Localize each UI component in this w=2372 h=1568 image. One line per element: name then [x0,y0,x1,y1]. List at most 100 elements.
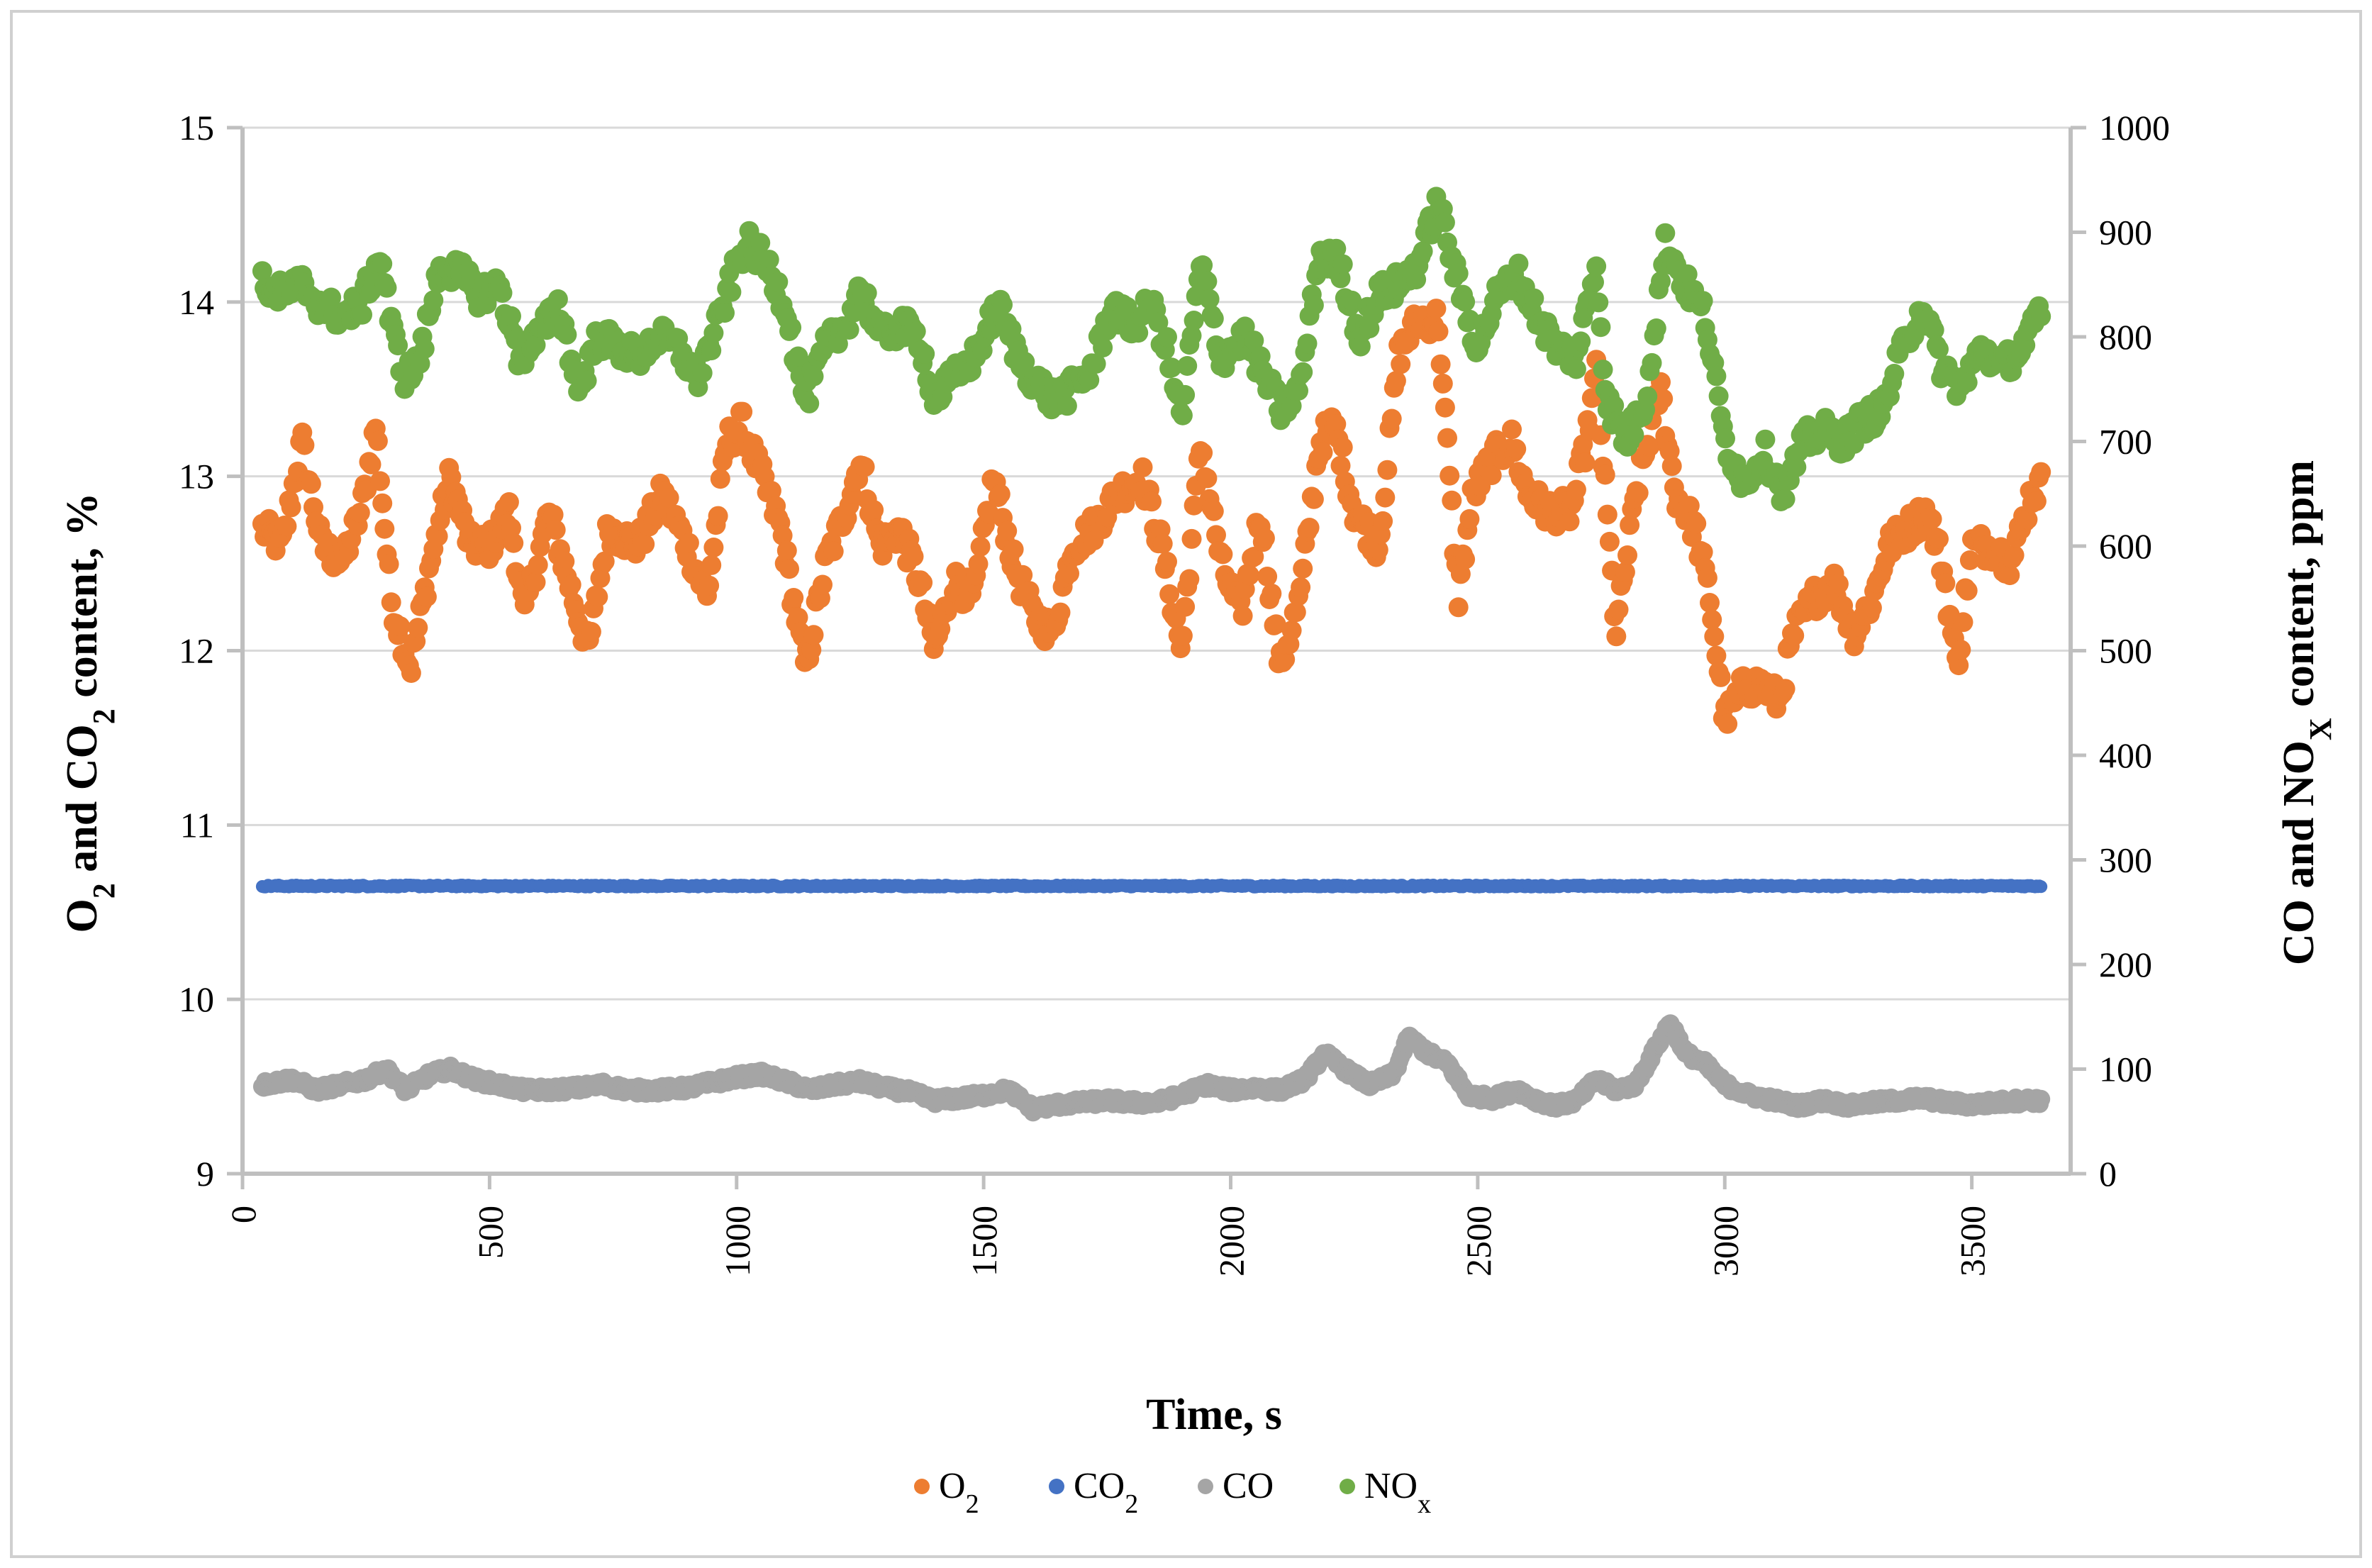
data-point-o2 [784,588,804,608]
data-point-o2 [1003,539,1024,560]
y-right-tick-label: 700 [2099,422,2152,462]
data-point-nox [1293,362,1313,382]
data-point-nox [1571,331,1591,352]
x-tick-label: 3000 [1705,1206,1745,1277]
x-tick-label: 3500 [1953,1206,1993,1277]
data-point-o2 [361,454,382,474]
data-point-o2 [1381,408,1402,429]
data-point-nox [839,320,859,340]
y-left-tick-label: 9 [196,1154,214,1194]
data-point-nox [1706,366,1727,387]
data-point-o2 [1184,495,1204,516]
data-point-o2 [561,574,581,595]
data-point-o2 [1206,525,1226,545]
data-point-nox [423,290,444,311]
data-point-o2 [1608,599,1629,620]
data-point-o2 [1232,606,1253,626]
data-point-o2 [1710,667,1731,687]
data-point-o2 [501,518,521,538]
y-right-tick-label: 900 [2099,213,2152,252]
data-point-o2 [761,481,781,501]
data-point-o2 [1506,439,1527,459]
data-point-nox [1586,256,1607,277]
data-point-o2 [594,551,615,572]
data-point-o2 [710,469,730,489]
data-point-o2 [1244,547,1264,567]
y-right-tick-label: 400 [2099,735,2152,775]
data-point-nox [1413,241,1433,262]
data-point-nox [577,370,597,391]
x-tick-label: 0 [223,1206,263,1223]
data-point-o2 [1391,354,1411,374]
data-point-o2 [525,572,546,592]
data-point-o2 [1828,574,1849,594]
data-point-o2 [701,555,722,575]
data-point-o2 [1426,299,1447,319]
data-point-o2 [903,546,924,567]
data-point-o2 [779,559,799,579]
data-point-o2 [1459,508,1480,529]
data-point-o2 [854,457,875,477]
data-point-nox [701,340,722,361]
data-point-o2 [970,536,991,557]
data-point-o2 [1784,625,1805,646]
data-point-o2 [1599,531,1620,552]
data-point-nox [1448,263,1469,284]
legend-marker [1198,1479,1213,1494]
data-point-o2 [503,533,524,553]
data-point-nox [1588,292,1609,313]
legend-label: CO [1223,1466,1274,1506]
data-point-o2 [367,430,388,451]
data-point-o2 [2017,509,2038,530]
data-point-o2 [679,533,699,553]
data-point-nox [1593,360,1613,380]
data-point-o2 [803,625,824,645]
data-point-nox [547,289,568,309]
data-point-o2 [1929,528,1949,549]
data-point-o2 [350,502,370,523]
data-point-nox [1708,386,1729,406]
data-point-o2 [1661,456,1682,477]
data-point-nox [1057,396,1077,416]
data-point-nox [1197,271,1218,291]
data-point-o2 [1575,452,1596,473]
axes [227,126,2086,1189]
data-point-o2 [1679,496,1700,516]
data-point-nox [799,393,820,413]
data-point-nox [2031,306,2051,327]
data-point-o2 [1254,528,1275,548]
data-point-o2 [528,555,548,575]
data-point-o2 [1559,511,1580,532]
data-point-nox [1524,288,1544,308]
data-point-o2 [1935,573,1956,594]
data-point-o2 [997,521,1018,541]
data-point-nox [1715,428,1735,449]
data-point-o2 [1266,614,1286,635]
data-point-o2 [1481,465,1502,486]
data-point-nox [1203,308,1224,329]
x-tick-label: 500 [470,1206,510,1259]
data-point-nox [721,282,742,302]
data-point-nox [1637,387,1658,406]
data-point-o2 [555,551,575,572]
data-point-o2 [1013,565,1033,585]
y-left-tick-label: 15 [179,108,214,148]
data-point-nox [1957,372,1978,393]
data-point-nox [1455,291,1476,312]
chart-border [10,10,2362,1558]
data-point-o2 [1949,655,1969,676]
data-point-nox [1884,364,1905,384]
data-point-o2 [372,493,393,513]
data-point-nox [1297,333,1318,354]
data-point-nox [1175,384,1196,405]
data-point-o2 [1957,580,1978,601]
data-point-o2 [635,534,655,555]
data-point-o2 [1697,567,1717,588]
data-point-nox [1172,405,1193,426]
series-co2 [255,878,2048,894]
data-point-o2 [1142,491,1162,512]
x-tick-label: 1000 [718,1206,757,1277]
data-point-o2 [1455,549,1476,569]
data-point-o2 [1286,602,1306,623]
